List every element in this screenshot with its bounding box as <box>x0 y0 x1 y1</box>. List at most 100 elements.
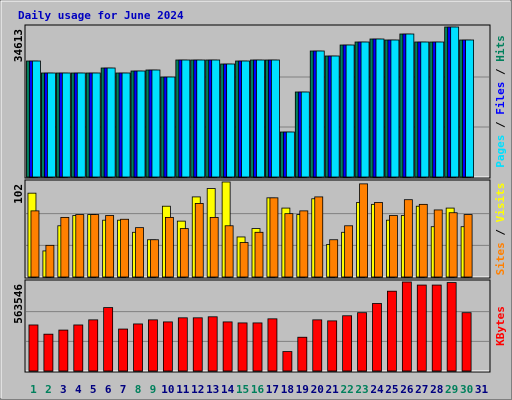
x-tick-label: 12 <box>191 383 204 396</box>
bar <box>148 319 158 372</box>
x-tick-label: 8 <box>135 383 142 396</box>
bar <box>177 317 188 372</box>
bar <box>241 60 250 178</box>
bar <box>47 72 56 178</box>
bar <box>135 227 144 278</box>
x-tick-label: 27 <box>415 383 428 396</box>
x-tick-label: 4 <box>75 383 82 396</box>
bar <box>374 202 383 278</box>
bar <box>118 328 128 372</box>
x-tick-label: 7 <box>120 383 127 396</box>
bar <box>120 218 129 278</box>
x-tick-label: 25 <box>385 383 398 396</box>
bar <box>465 39 474 178</box>
bar <box>61 72 71 178</box>
legend-separator: / <box>494 222 507 242</box>
bar <box>209 216 219 278</box>
bar <box>461 312 472 372</box>
bar <box>345 44 355 178</box>
bar <box>418 203 428 278</box>
bar <box>312 319 323 372</box>
x-tick-label: 9 <box>150 383 157 396</box>
bar <box>271 59 280 178</box>
legend-entry: Sites <box>494 242 507 275</box>
x-tick-label: 29 <box>445 383 458 396</box>
x-tick-label: 20 <box>311 383 324 396</box>
bar <box>162 321 173 372</box>
bar <box>330 55 340 178</box>
x-tick-label: 23 <box>355 383 368 396</box>
bar <box>327 320 338 372</box>
y-tick-label: 563546 <box>12 284 25 324</box>
x-tick-label: 10 <box>161 383 174 396</box>
x-tick-label: 16 <box>251 383 265 396</box>
bar <box>73 324 84 372</box>
x-tick-label: 24 <box>370 383 384 396</box>
bar <box>121 72 131 178</box>
bar <box>181 59 191 178</box>
bar <box>75 214 85 278</box>
x-tick-label: 2 <box>45 383 52 396</box>
bar <box>269 197 279 278</box>
bar <box>43 333 54 372</box>
bar <box>299 210 309 278</box>
bar <box>416 284 427 372</box>
bar <box>389 215 398 278</box>
bar <box>403 199 413 278</box>
y-tick-label: 102 <box>12 184 25 204</box>
bar <box>357 312 367 372</box>
legend: KBytes <box>494 306 507 346</box>
bar <box>252 322 263 372</box>
y-tick-label: 34613 <box>12 29 25 62</box>
bar <box>446 282 457 372</box>
bar <box>60 216 70 278</box>
bar <box>297 336 308 372</box>
bar <box>103 307 114 372</box>
bar <box>105 215 115 278</box>
bar <box>387 290 397 372</box>
bar <box>192 317 203 372</box>
legend: Sites / Visits <box>494 183 507 276</box>
legend-separator: / <box>494 62 507 82</box>
bar <box>284 213 294 278</box>
legend-entry: Files <box>494 82 507 115</box>
bar <box>211 59 221 178</box>
x-tick-label: 6 <box>105 383 112 396</box>
bar <box>106 67 116 178</box>
bar <box>300 91 310 178</box>
legend-entry: Visits <box>494 183 507 223</box>
x-tick-label: 5 <box>90 383 97 396</box>
bar <box>226 63 236 178</box>
bar <box>315 50 325 178</box>
bar <box>196 59 206 178</box>
bar <box>222 321 233 372</box>
bar <box>431 284 442 372</box>
bar <box>136 70 146 178</box>
legend-entry: Pages <box>494 135 507 168</box>
x-tick-label: 15 <box>236 383 249 396</box>
bar <box>256 59 265 178</box>
bar <box>133 323 143 372</box>
bar <box>450 26 460 178</box>
bar <box>164 216 174 278</box>
bar <box>194 203 204 278</box>
x-tick-label: 26 <box>400 383 414 396</box>
bar <box>314 196 324 278</box>
bar <box>285 131 295 178</box>
legend-entry: KBytes <box>494 306 507 346</box>
x-tick-label: 11 <box>176 383 190 396</box>
x-tick-label: 28 <box>430 383 443 396</box>
bar <box>237 322 248 372</box>
bar <box>267 318 278 372</box>
bar <box>179 228 189 278</box>
bar <box>166 76 176 178</box>
bar <box>150 239 159 278</box>
x-tick-label: 22 <box>340 383 353 396</box>
bar <box>254 231 264 278</box>
x-tick-label: 31 <box>475 383 489 396</box>
bar <box>342 315 353 372</box>
bar <box>30 210 40 278</box>
bar <box>372 303 382 372</box>
legend: Pages / Files / Hits <box>494 35 507 168</box>
bar <box>433 209 443 278</box>
